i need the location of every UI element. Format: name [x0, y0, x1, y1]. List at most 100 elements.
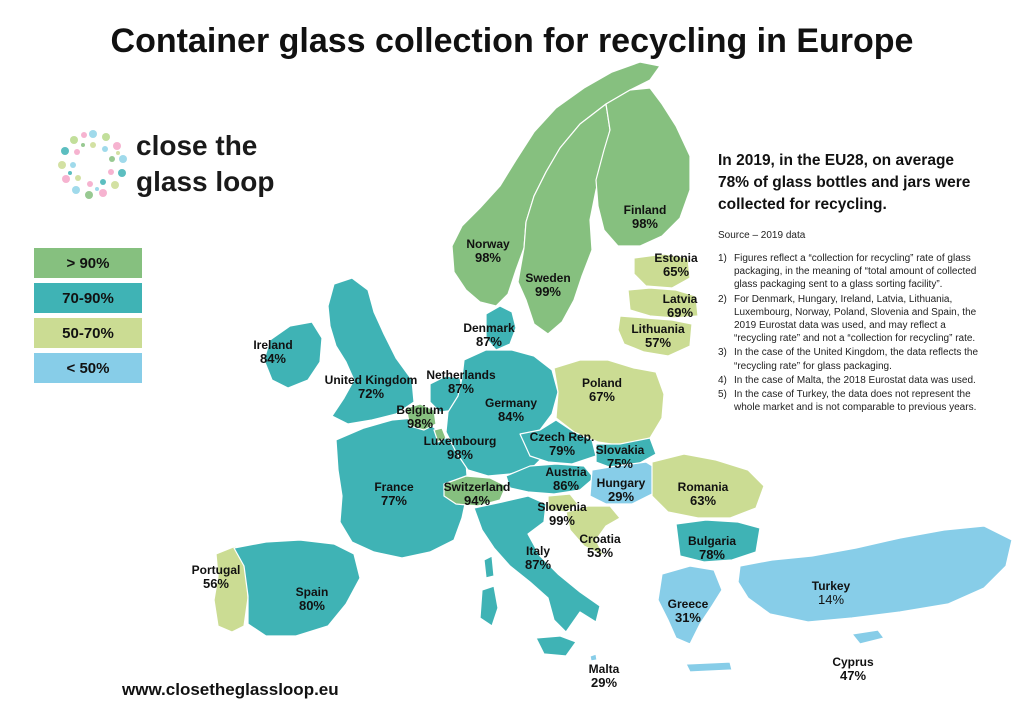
map-sweden: [517, 103, 611, 335]
label-austria-value: 86%: [552, 478, 580, 493]
map-slovenia: [547, 493, 579, 513]
footnote-3-number: 3): [718, 347, 727, 359]
footnote-4: 4) In the case of Malta, the 2018 Eurosta…: [718, 374, 990, 387]
label-ireland-value: 84%: [259, 351, 287, 366]
label-luxembourg-value: 98%: [446, 447, 474, 462]
label-hungary-name: Hungary: [596, 476, 646, 490]
label-hungary-value: 29%: [607, 489, 635, 504]
label-cyprus-name: Cyprus: [832, 655, 874, 669]
label-germany-value: 84%: [497, 409, 525, 424]
map-sicily: [535, 635, 577, 657]
label-belgium: Belgium 98%: [396, 403, 443, 431]
label-cyprus: Cyprus 47%: [832, 655, 873, 683]
footnote-3: 3) In the case of the United Kingdom, the…: [718, 346, 990, 372]
label-portugal-value: 56%: [202, 576, 230, 591]
map-czech: [519, 419, 597, 465]
label-malta: Malta 29%: [589, 662, 620, 690]
label-uk: United Kingdom 72%: [325, 373, 418, 401]
label-italy: Italy 87%: [525, 544, 551, 572]
label-bulgaria-name: Bulgaria: [687, 534, 737, 548]
footnote-5-number: 5): [718, 389, 727, 401]
label-poland-value: 67%: [588, 389, 616, 404]
label-malta-value: 29%: [590, 675, 618, 690]
map-sardinia: [479, 585, 499, 627]
footnote-3-text: In the case of the United Kingdom, the d…: [734, 347, 979, 372]
footnote-2-text: For Denmark, Hungary, Ireland, Latvia, L…: [734, 293, 977, 345]
label-portugal-name: Portugal: [191, 563, 241, 577]
label-romania: Romania 63%: [678, 480, 729, 508]
label-finland: Finland 98%: [624, 203, 667, 231]
label-turkey-name: Turkey: [811, 579, 851, 593]
map-finland: [595, 87, 691, 247]
map-malta: [589, 653, 598, 662]
map-poland: [553, 359, 665, 447]
label-netherlands-value: 87%: [447, 381, 475, 396]
label-latvia-value: 69%: [666, 305, 694, 320]
source-note: Source – 2019 data: [718, 230, 806, 241]
label-latvia-name: Latvia: [662, 292, 698, 306]
label-austria-name: Austria: [545, 465, 587, 479]
website-link[interactable]: www.closetheglassloop.eu: [122, 680, 339, 699]
logo-text-line2: glass loop: [136, 166, 275, 197]
label-hungary: Hungary 29%: [597, 476, 646, 504]
label-lithuania-value: 57%: [644, 335, 672, 350]
map-corsica: [483, 555, 495, 579]
label-portugal: Portugal 56%: [192, 563, 241, 591]
legend-item-50-70: 50-70%: [34, 318, 142, 348]
map-switzerland: [443, 475, 507, 507]
label-uk-name: United Kingdom: [324, 373, 418, 387]
label-lithuania-name: Lithuania: [631, 322, 685, 336]
map-estonia: [633, 253, 691, 289]
label-turkey-value: 14%: [817, 592, 845, 607]
label-ireland: Ireland 84%: [253, 338, 292, 366]
label-romania-value: 63%: [689, 493, 717, 508]
label-austria: Austria 86%: [545, 465, 586, 493]
map-slovakia: [595, 437, 657, 469]
map-ireland: [263, 321, 323, 389]
label-italy-name: Italy: [525, 544, 550, 558]
label-uk-value: 72%: [357, 386, 385, 401]
map-cyprus: [851, 629, 885, 645]
label-norway: Norway 98%: [466, 237, 509, 265]
map-croatia: [565, 505, 621, 557]
label-slovakia: Slovakia 75%: [596, 443, 645, 471]
label-luxembourg: Luxembourg 98%: [424, 434, 497, 462]
label-denmark-name: Denmark: [463, 321, 515, 335]
label-belgium-name: Belgium: [396, 403, 444, 417]
label-switzerland-name: Switzerland: [443, 480, 511, 494]
label-estonia: Estonia 65%: [654, 251, 697, 279]
label-slovakia-value: 75%: [606, 456, 634, 471]
label-italy-value: 87%: [524, 557, 552, 572]
label-slovakia-name: Slovakia: [595, 443, 645, 457]
map-belgium: [405, 403, 437, 431]
footnote-2: 2) For Denmark, Hungary, Ireland, Latvia,…: [718, 293, 990, 346]
map-turkey: [737, 525, 1013, 623]
label-cyprus-value: 47%: [839, 668, 867, 683]
label-greece-name: Greece: [667, 597, 709, 611]
label-croatia: Croatia 53%: [579, 532, 620, 560]
footnotes: 1) Figures reflect a “collection for recy…: [718, 252, 990, 415]
footnote-1: 1) Figures reflect a “collection for recy…: [718, 252, 990, 292]
label-latvia: Latvia 69%: [663, 292, 698, 320]
label-bulgaria: Bulgaria 78%: [688, 534, 736, 562]
label-ireland-name: Ireland: [253, 338, 293, 352]
label-netherlands: Netherlands 87%: [426, 368, 495, 396]
label-france-value: 77%: [380, 493, 408, 508]
label-belgium-value: 98%: [406, 416, 434, 431]
label-poland-name: Poland: [581, 376, 623, 390]
map-bulgaria: [675, 519, 761, 563]
label-finland-name: Finland: [623, 203, 667, 217]
label-germany-name: Germany: [484, 396, 538, 410]
map-greece: [657, 565, 723, 645]
label-croatia-value: 53%: [586, 545, 614, 560]
label-malta-name: Malta: [588, 662, 620, 676]
map-denmark: [485, 305, 517, 351]
headline: In 2019, in the EU28, on average 78% of …: [718, 152, 971, 213]
logo-text: close the glass loop: [136, 128, 274, 200]
label-spain-name: Spain: [295, 585, 329, 599]
label-finland-value: 98%: [631, 216, 659, 231]
footnote-1-number: 1): [718, 253, 727, 264]
label-sweden-value: 99%: [534, 284, 562, 299]
label-sweden: Sweden 99%: [525, 271, 570, 299]
label-czech-name: Czech Rep.: [529, 430, 595, 444]
